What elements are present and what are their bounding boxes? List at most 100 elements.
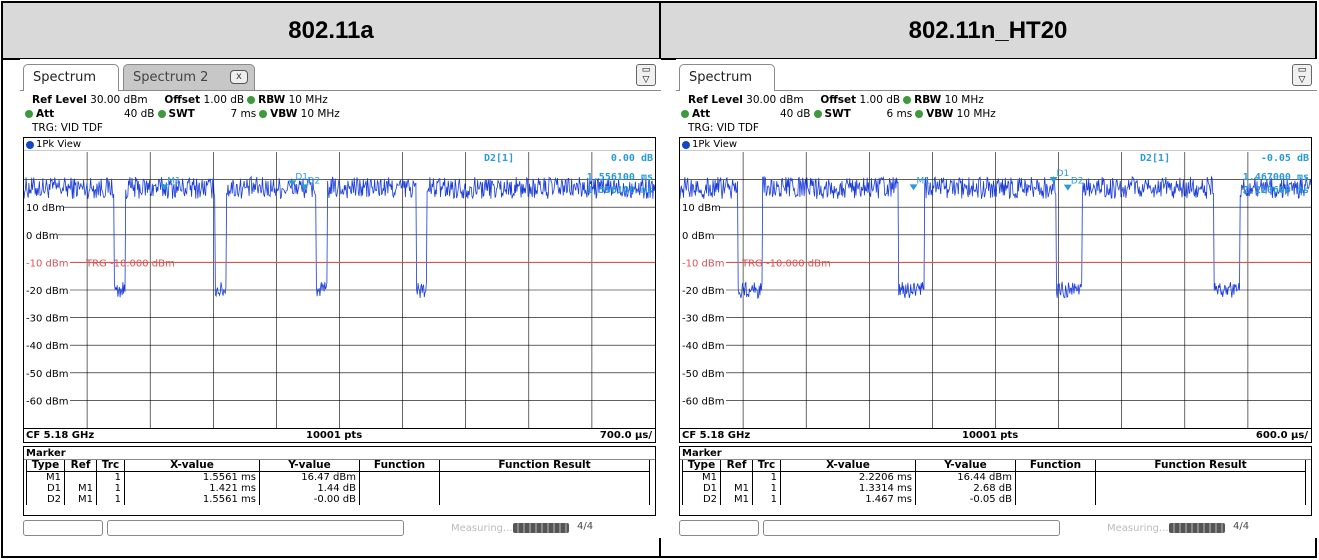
marker-cell: [1095, 483, 1306, 494]
center-frequency: CF 5.18 GHz: [26, 430, 95, 441]
rbw-value: 10 MHz: [288, 94, 328, 106]
chart-footer: CF 5.18 GHz 10001 pts 700.0 µs/: [24, 428, 655, 442]
marker-row[interactable]: M1 1 2.2206 ms 16.44 dBm: [682, 471, 1306, 483]
marker-table-panel: Marker Type Ref Trc X-value Y-value Func…: [23, 446, 656, 516]
trigger-setting: TRG: VID TDF: [688, 122, 759, 134]
col-trc: Trc: [752, 460, 781, 472]
col-y-value: Y-value: [259, 460, 360, 472]
y-tick-label-bg: [680, 339, 726, 352]
chart-plot[interactable]: TRG -10.000 dBm 10 dBm 0 dBm -10 dBm -20 dBm…: [680, 152, 1311, 428]
menu-expand-icon[interactable]: ▭ ▽: [636, 64, 656, 86]
marker-row[interactable]: D2 M1 1 1.5561 ms -0.00 dB: [26, 494, 650, 505]
marker-tag: D1: [295, 172, 308, 182]
status-field: [679, 520, 759, 536]
marker-cell: 1.467 ms: [780, 494, 916, 505]
status-dot-icon: [915, 110, 924, 118]
marker-cell: 1: [96, 494, 125, 505]
delta-marker-value: 2.220600 ms: [1243, 185, 1309, 196]
y-tick-label-bg: [24, 394, 70, 407]
marker-row[interactable]: D1 M1 1 1.421 ms 1.44 dB: [26, 483, 650, 494]
marker-triangle[interactable]: [909, 184, 918, 191]
marker-cell: D2: [26, 494, 65, 505]
tab-spectrum-2[interactable]: Spectrum 2 x: [123, 64, 255, 90]
marker-cell: [1015, 471, 1096, 483]
marker-triangle[interactable]: [288, 180, 297, 187]
header-left: 802.11a: [3, 3, 659, 58]
marker-tag: D2: [308, 176, 321, 186]
sweep-points: 10001 pts: [306, 430, 363, 441]
marker-tag: M1: [917, 176, 931, 186]
offset-value: 1.00 dB: [203, 94, 245, 106]
tab-spectrum[interactable]: Spectrum: [679, 64, 775, 91]
y-tick-label-bg: [680, 256, 726, 269]
marker-cell: [64, 471, 97, 483]
rbw-label: RBW: [258, 94, 286, 106]
y-tick-label-bg: [24, 366, 70, 379]
y-tick-label-bg: [24, 311, 70, 324]
marker-cell: 1.44 dB: [259, 483, 360, 494]
marker-cell: 1: [752, 483, 781, 494]
analyzer-screen-left: Spectrum Spectrum 2 x ▭ ▽ Ref Level 30.00 …: [20, 59, 661, 538]
menu-expand-icon[interactable]: ▭ ▽: [1292, 64, 1312, 86]
col-type: Type: [26, 460, 65, 472]
marker-cell: 1.421 ms: [124, 483, 260, 494]
rbw-label: RBW: [914, 94, 942, 106]
swt-label: SWT: [824, 108, 851, 120]
tab-label: Spectrum 2: [133, 70, 209, 85]
col-trc: Trc: [96, 460, 125, 472]
marker-cell: -0.00 dB: [259, 494, 360, 505]
chart-plot[interactable]: TRG -10.000 dBm 10 dBm 0 dBm -10 dBm -20 dBm…: [24, 152, 655, 428]
settings-row-2: Att 40 dB SWT 6 ms VBW 10 MHz: [678, 108, 996, 120]
marker-triangle[interactable]: [160, 184, 169, 191]
marker-cell: M1: [720, 483, 753, 494]
trace-indicator-icon: [682, 141, 690, 149]
marker-row[interactable]: D1 M1 1 1.3314 ms 2.68 dB: [682, 483, 1306, 494]
y-tick-label: -30 dBm: [682, 314, 724, 325]
marker-table: Type Ref Trc X-value Y-value Function Fu…: [26, 460, 650, 505]
marker-cell: [439, 494, 650, 505]
vbw-value: 10 MHz: [956, 108, 996, 120]
y-tick-label-bg: [680, 366, 726, 379]
marker-row[interactable]: M1 1 1.5561 ms 16.47 dBm: [26, 471, 650, 483]
marker-triangle[interactable]: [1063, 184, 1072, 191]
y-tick-label-bg: [24, 256, 70, 269]
status-bar: Measuring... 4/4: [679, 520, 1312, 538]
analyzer-screen-right: Spectrum ▭ ▽ Ref Level 30.00 dBm Offset 1…: [676, 59, 1317, 538]
status-dot-icon: [25, 110, 33, 118]
marker-tag: D2: [1071, 177, 1084, 187]
marker-cell: M1: [720, 494, 753, 505]
marker-cell: 1: [96, 483, 125, 494]
marker-table-panel: Marker Type Ref Trc X-value Y-value Func…: [679, 446, 1312, 516]
marker-cell: [359, 494, 440, 505]
offset-value: 1.00 dB: [859, 94, 901, 106]
marker-cell: [720, 471, 753, 483]
y-tick-label-bg: [680, 394, 726, 407]
trigger-level-label: TRG -10.000 dBm: [741, 258, 831, 269]
progress-bar: [513, 523, 569, 533]
y-tick-label: 0 dBm: [682, 231, 715, 242]
marker-cell: 1: [752, 494, 781, 505]
marker-table-title: Marker: [24, 447, 655, 460]
status-dot-icon: [903, 96, 912, 104]
marker-triangle[interactable]: [1049, 177, 1058, 184]
marker-cell: -0.05 dB: [915, 494, 1016, 505]
ref-level-value: 30.00 dBm: [90, 94, 148, 106]
y-tick-label-bg: [680, 311, 726, 324]
settings-row-2: Att 40 dB SWT 7 ms VBW 10 MHz: [22, 108, 340, 120]
close-tab-icon[interactable]: x: [230, 70, 248, 84]
y-tick-label: -10 dBm: [26, 258, 68, 269]
tab-label: Spectrum: [689, 70, 752, 85]
col-function: Function: [359, 460, 440, 472]
tab-spectrum[interactable]: Spectrum: [23, 64, 119, 91]
y-tick-label-bg: [24, 201, 64, 214]
settings-row-1: Ref Level 30.00 dBm Offset 1.00 dB RBW 10…: [688, 94, 984, 106]
delta-marker-value: 0.00 dB: [611, 153, 653, 164]
marker-triangle[interactable]: [300, 184, 309, 191]
spectrum-chart: 1Pk View TRG -10.000 dBm 10 dBm 0 dBm -10 d…: [23, 137, 656, 443]
trigger-level-label: TRG -10.000 dBm: [85, 258, 175, 269]
marker-cell: 2.2206 ms: [780, 471, 916, 483]
y-tick-label-bg: [24, 228, 58, 241]
sweep-count-icon: 4/4: [1233, 521, 1250, 532]
marker-row[interactable]: D2 M1 1 1.467 ms -0.05 dB: [682, 494, 1306, 505]
trace-line: [24, 175, 655, 298]
